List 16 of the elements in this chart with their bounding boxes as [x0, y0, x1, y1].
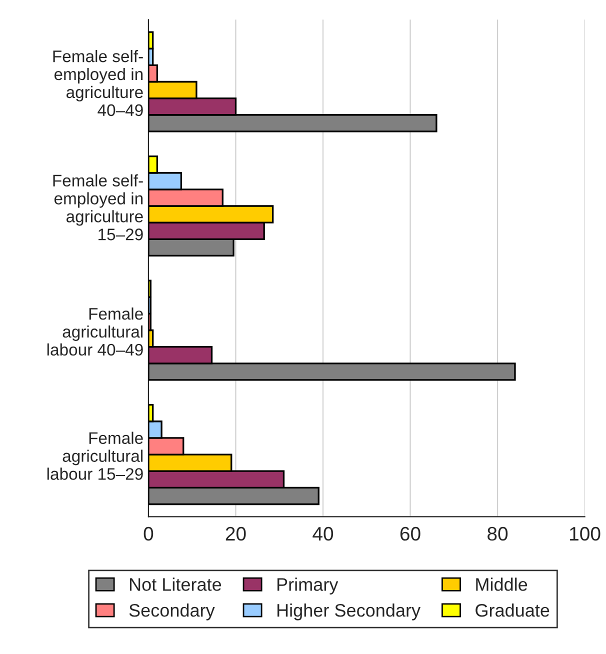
- y-tick-label: Female self- employed in agriculture 15–29: [53, 174, 143, 240]
- x-tick-label: 20: [226, 526, 246, 541]
- y-tick-label: Female self- employed in agriculture 40–49: [53, 50, 143, 116]
- y-tick-label: Female agricultural labour 40–49: [47, 307, 143, 356]
- legend-label: Primary: [278, 578, 338, 594]
- x-tick-label: 40: [312, 526, 334, 541]
- x-tick-label: 100: [570, 526, 600, 541]
- y-tick-label: Female agricultural labour 15–29: [47, 432, 143, 480]
- legend-label: Middle: [476, 578, 528, 591]
- legend-label: Graduate: [476, 604, 550, 617]
- legend-label: Secondary: [129, 604, 215, 620]
- x-tick-label: 80: [488, 526, 508, 541]
- legend-label: Not Literate: [130, 578, 222, 591]
- x-tick-label: 0: [144, 526, 154, 541]
- legend-label: Higher Secondary: [278, 604, 421, 620]
- x-tick-label: 60: [400, 526, 420, 541]
